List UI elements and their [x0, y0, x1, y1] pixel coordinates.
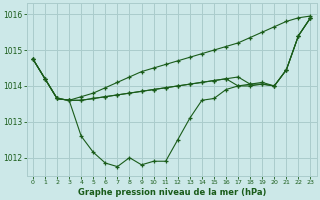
X-axis label: Graphe pression niveau de la mer (hPa): Graphe pression niveau de la mer (hPa) [77, 188, 266, 197]
